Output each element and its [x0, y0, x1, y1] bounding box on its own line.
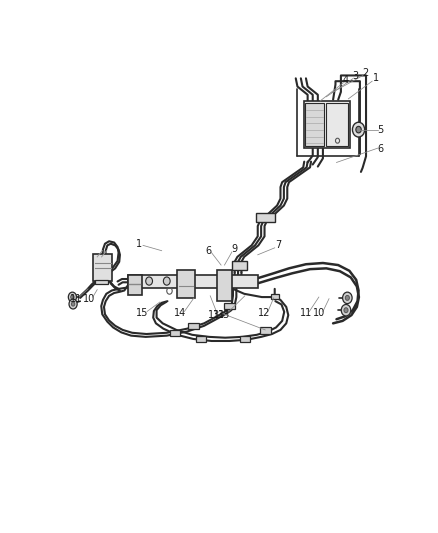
Bar [196, 336, 206, 342]
Bar [217, 270, 232, 301]
Circle shape [344, 308, 348, 313]
Bar [95, 280, 108, 284]
Bar [128, 274, 142, 295]
Bar [224, 303, 235, 309]
Bar [232, 261, 247, 270]
Circle shape [71, 302, 75, 306]
Bar [93, 254, 113, 281]
Text: 13: 13 [212, 310, 225, 320]
Text: 1: 1 [372, 74, 378, 83]
Bar [271, 294, 279, 298]
Bar [326, 103, 348, 146]
Text: 12: 12 [258, 309, 271, 319]
Text: 10: 10 [314, 309, 325, 319]
Bar [128, 274, 258, 288]
Circle shape [353, 122, 365, 137]
Text: 3: 3 [353, 71, 359, 81]
Text: 11: 11 [70, 294, 82, 304]
Text: 7: 7 [275, 240, 281, 251]
Text: 2: 2 [363, 68, 369, 78]
Text: 13: 13 [208, 310, 220, 320]
Text: 6: 6 [378, 144, 384, 154]
Text: 13: 13 [218, 310, 230, 320]
Circle shape [68, 292, 77, 302]
Text: 6: 6 [205, 246, 212, 256]
Bar [170, 330, 180, 336]
Bar [188, 322, 199, 329]
Bar [256, 213, 276, 222]
Text: 9: 9 [232, 245, 238, 254]
Circle shape [356, 126, 361, 133]
Circle shape [146, 277, 152, 285]
Circle shape [341, 304, 351, 316]
Text: 14: 14 [173, 309, 186, 319]
Text: 15: 15 [136, 309, 148, 319]
Circle shape [71, 295, 74, 299]
Bar [304, 101, 350, 148]
Text: 10: 10 [83, 294, 95, 304]
Text: 11: 11 [300, 309, 312, 319]
Bar [305, 103, 324, 146]
Bar [240, 336, 250, 342]
Bar [177, 270, 194, 298]
Circle shape [163, 277, 170, 285]
Circle shape [345, 295, 350, 301]
Text: 1: 1 [136, 239, 142, 249]
Circle shape [69, 299, 77, 309]
Text: 4: 4 [343, 75, 349, 85]
Circle shape [343, 292, 352, 304]
Text: 5: 5 [378, 125, 384, 135]
Bar [260, 327, 271, 334]
